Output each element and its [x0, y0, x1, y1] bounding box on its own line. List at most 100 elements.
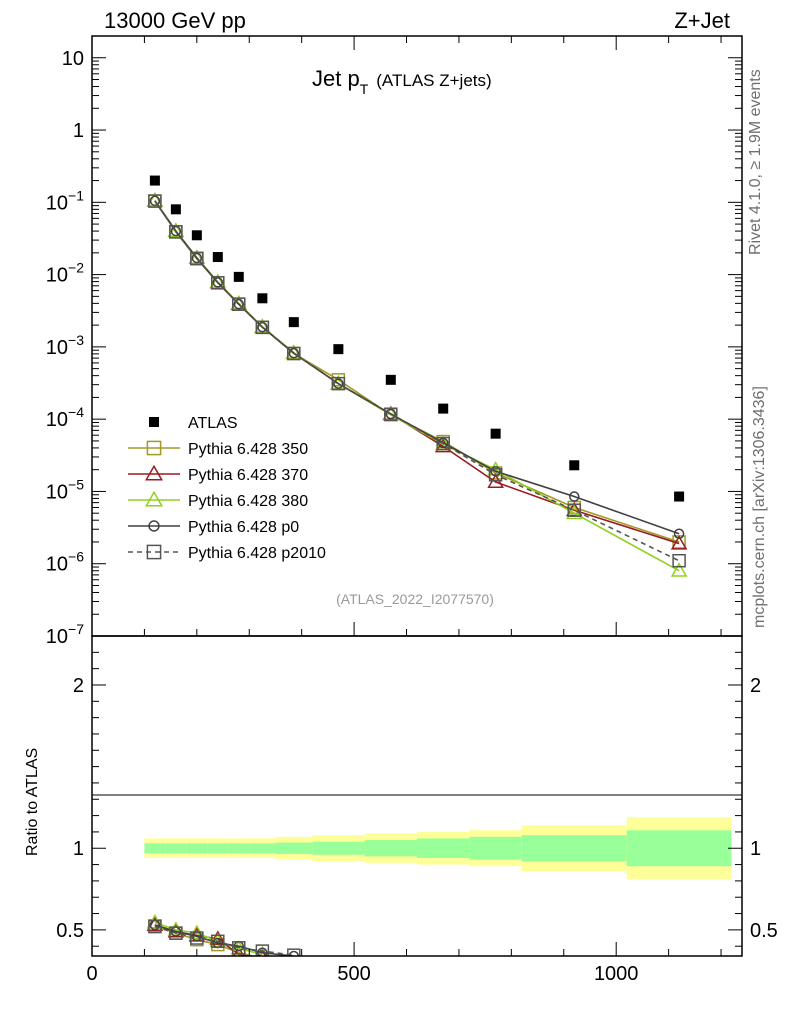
band-inner-4: [228, 843, 250, 854]
band-inner-3: [207, 843, 229, 854]
atlas-point-10: [490, 428, 501, 439]
legend-marker-5: [146, 544, 162, 560]
legend-label-5: Pythia 6.428 p2010: [188, 545, 326, 562]
series-2-point-12: [670, 562, 688, 577]
plot-title-subscript: T: [360, 81, 369, 97]
legend-marker-1: [146, 440, 162, 456]
ratio-tick-label-right-0.5: 0.5: [750, 920, 778, 942]
band-inner-9: [417, 838, 470, 859]
series-3-point-9: [437, 437, 449, 449]
ratio-4-point-6: [287, 948, 301, 956]
y-tick-label--7: 10−7: [46, 621, 84, 648]
series-line-0: [154, 200, 680, 543]
series-3-point-6: [288, 347, 300, 359]
atlas-point-11: [569, 460, 580, 471]
ratio-3-point-6: [288, 950, 300, 956]
band-inner-10: [469, 836, 522, 860]
x-tick-label-1000: 1000: [594, 963, 639, 985]
series-4-point-10: [488, 468, 503, 482]
ratio-1-point-3: [209, 930, 227, 945]
atlas-data-points: [149, 175, 685, 502]
series-4-point-1: [169, 225, 183, 239]
ratio-y-label: Ratio to ATLAS: [24, 748, 41, 856]
series-4-point-4: [232, 297, 246, 311]
ratio-tick-label-left-1: 1: [73, 838, 84, 860]
series-line-2: [154, 200, 680, 572]
plot-title: Jet pT (ATLAS Z+jets): [312, 66, 492, 97]
band-inner-11: [521, 835, 627, 862]
atlas-point-0: [149, 175, 160, 186]
header-left: 13000 GeV pp: [104, 8, 246, 33]
atlas-point-4: [233, 271, 244, 282]
legend-label-3: Pythia 6.428 380: [188, 493, 308, 510]
series-3-point-12: [673, 528, 685, 539]
axis-ticks: 0 500 1000 10 1 10−1 10−2 10−3 10−4 10−5 10−6 10−7 0…: [46, 35, 778, 985]
y-tick-label--3: 10−3: [46, 332, 84, 359]
series-4-point-2: [190, 251, 204, 266]
band-inner-1: [165, 843, 187, 854]
ratio-series: [146, 914, 301, 956]
series-3-point-0: [149, 195, 161, 207]
x-tick-label-500: 500: [337, 963, 370, 985]
header-right: Z+Jet: [674, 8, 730, 33]
legend-marker-atlas: [149, 417, 159, 427]
series-4-point-0: [148, 194, 162, 208]
band-inner-2: [186, 843, 208, 854]
series-3-point-10: [490, 466, 501, 477]
y-tick-label--1: 10−1: [46, 187, 84, 214]
x-tick-label-0: 0: [86, 963, 97, 985]
legend-label-4: Pythia 6.428 p0: [188, 519, 299, 536]
series-1-point-12: [670, 535, 688, 550]
band-inner-8: [364, 840, 417, 857]
band-inner-5: [249, 843, 276, 854]
series-4-point-11: [567, 503, 582, 517]
atlas-point-3: [212, 252, 223, 263]
series-3-point-11: [569, 491, 580, 502]
ratio-4-point-1: [169, 926, 183, 940]
y-tick-label--2: 10−2: [46, 260, 84, 287]
atlas-point-5: [257, 293, 268, 304]
band-inner-12: [626, 830, 732, 867]
y-tick-label-1: 10: [62, 48, 84, 70]
series-3-point-7: [333, 378, 344, 389]
band-inner-7: [312, 841, 365, 855]
series-3-point-3: [212, 277, 224, 288]
ratio-4-point-4: [232, 941, 246, 955]
ratio-4-point-5: [255, 944, 270, 956]
plot-title-main: Jet p: [312, 66, 360, 91]
y-tick-label--5: 10−5: [46, 476, 84, 503]
main-series: [146, 191, 688, 577]
series-4-point-5: [255, 320, 270, 335]
ratio-line-3: [154, 924, 294, 956]
atlas-point-8: [385, 374, 396, 385]
series-4-point-8: [384, 407, 398, 421]
ratio-tick-label-left-0.5: 0.5: [56, 920, 84, 942]
band-inner-6: [275, 842, 313, 854]
atlas-point-7: [333, 344, 344, 355]
ratio-4-point-2: [190, 931, 204, 945]
legend-marker-4: [148, 520, 160, 532]
atlas-point-9: [438, 403, 449, 414]
ratio-3-point-5: [257, 947, 268, 956]
ratio-4-point-3: [211, 934, 225, 949]
ratio-tick-label-right-1: 1: [750, 838, 761, 860]
ratio-tick-label-right-2: 2: [750, 675, 761, 697]
side-label-bottom: mcplots.cern.ch [arXiv:1306.3436]: [751, 386, 768, 628]
ratio-plot-frame: [91, 635, 743, 957]
ratio-tick-label-left-2: 2: [73, 675, 84, 697]
y-tick-label--4: 10−4: [46, 404, 84, 431]
ratio-line-4: [154, 925, 294, 956]
series-3-point-4: [233, 298, 245, 310]
atlas-point-1: [170, 204, 181, 215]
series-4-point-3: [211, 276, 225, 290]
legend-label-0: ATLAS: [188, 415, 238, 432]
legend-label-1: Pythia 6.428 350: [188, 441, 308, 458]
side-label-top: Rivet 4.1.0, ≥ 1.9M events: [747, 69, 764, 255]
series-3-point-2: [191, 252, 203, 264]
series-3-point-8: [385, 408, 397, 420]
legend-marker-2: [145, 464, 163, 481]
legend-label-2: Pythia 6.428 370: [188, 467, 308, 484]
band-inner-0: [144, 843, 166, 854]
y-tick-label--6: 10−6: [46, 549, 84, 576]
